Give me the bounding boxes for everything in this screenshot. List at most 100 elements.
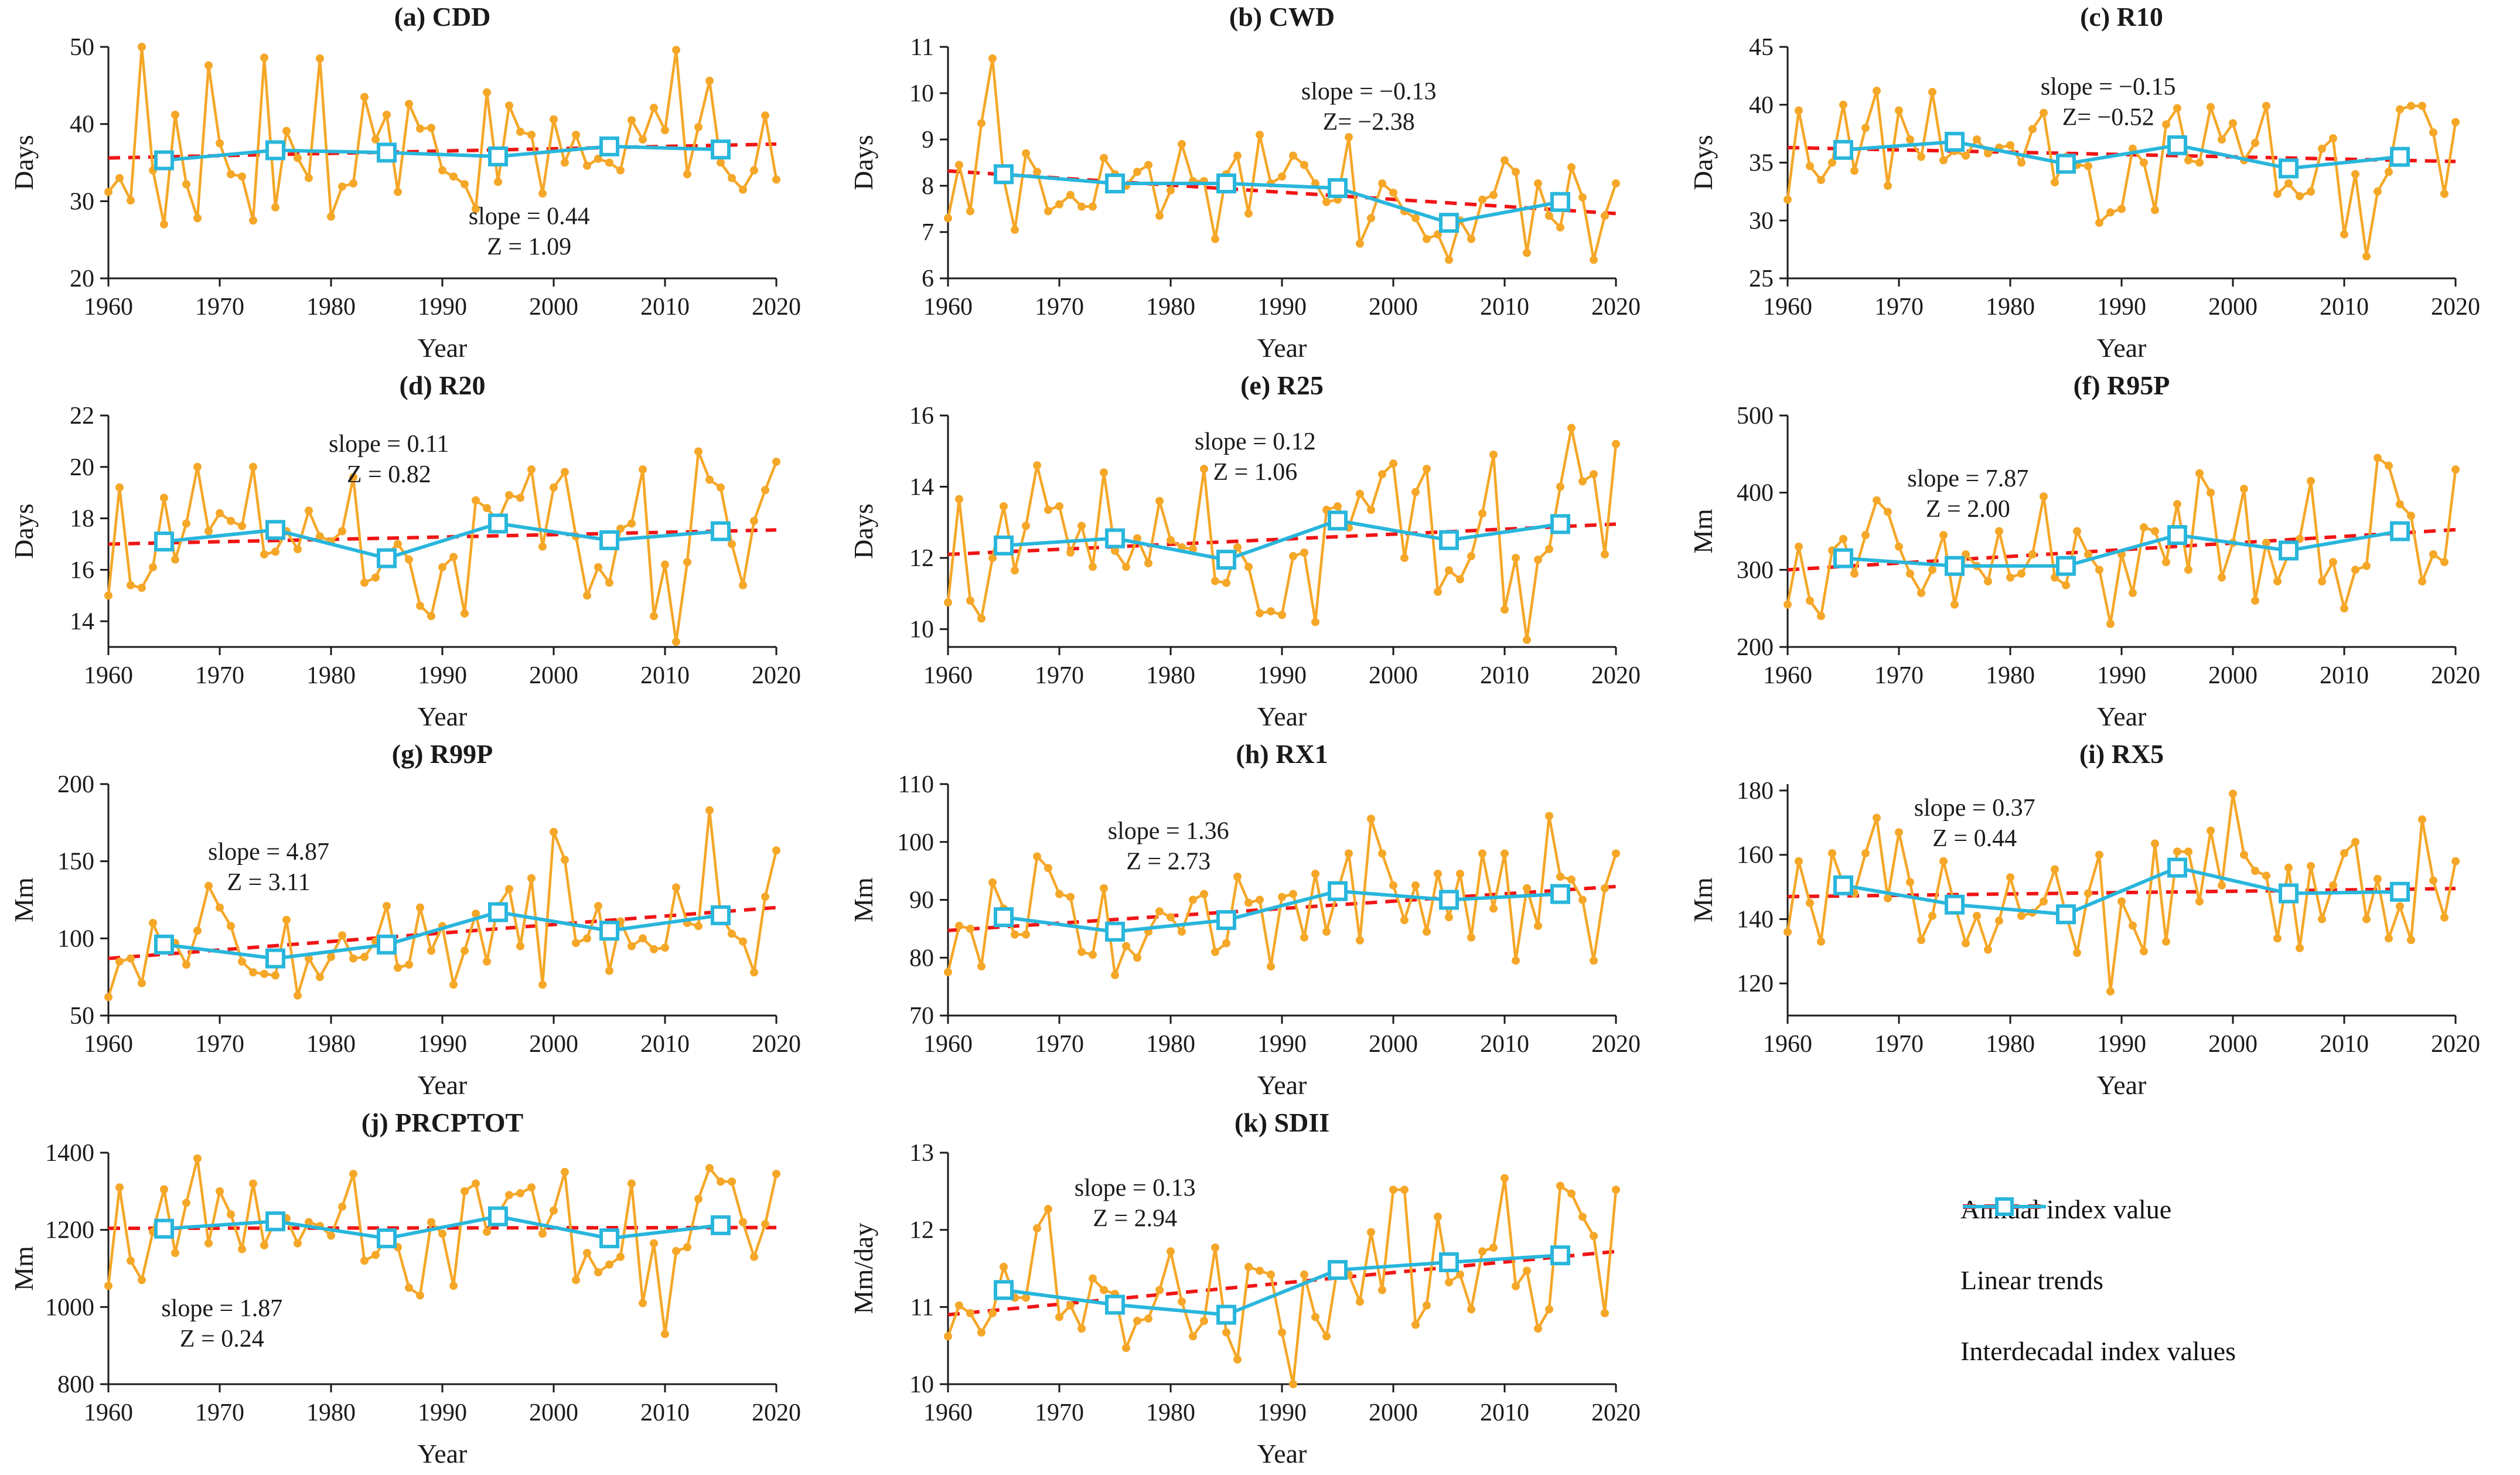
annual-point	[1873, 496, 1881, 505]
annual-point	[717, 1177, 725, 1186]
annual-point	[1233, 1355, 1242, 1364]
interdecadal-marker	[2056, 904, 2076, 925]
annual-point	[316, 973, 324, 982]
y-axis-label: Mm	[9, 877, 39, 922]
interdecadal-marker	[1550, 884, 1570, 904]
annual-point	[204, 881, 213, 890]
annual-point	[1478, 849, 1486, 858]
annual-point	[628, 942, 636, 951]
x-tick-label: 2000	[1369, 662, 1418, 689]
interdecadal-marker	[994, 1280, 1014, 1300]
x-tick-label: 2000	[2208, 662, 2258, 689]
x-tick-label: 1990	[1257, 294, 1307, 321]
y-tick-label: 45	[1749, 34, 1774, 61]
annual-point	[1122, 563, 1130, 571]
annual-point	[1873, 813, 1881, 822]
annual-point	[2396, 105, 2404, 114]
annual-point	[449, 172, 458, 181]
annual-point	[405, 960, 413, 969]
annual-point	[1612, 849, 1620, 858]
interdecadal-marker	[1550, 514, 1570, 534]
annual-point	[2151, 206, 2159, 214]
chart-f: 200 300 400 500 1960 1970 1980 1990 2000 2010 2020…	[1688, 370, 2480, 731]
annual-point	[1489, 450, 1498, 459]
annual-point	[1489, 1243, 1498, 1252]
annual-point	[561, 468, 569, 476]
annual-point	[1601, 1309, 1609, 1317]
x-tick-label: 1960	[84, 1399, 133, 1426]
interdecadal-marker	[994, 535, 1014, 556]
annual-point	[193, 214, 202, 223]
legend: Annual index value Linear trends Interde…	[1960, 1194, 2236, 1367]
panel-title: (i) RX5	[2079, 739, 2164, 769]
annual-point	[2251, 138, 2259, 147]
annual-point	[717, 158, 725, 167]
z-annotation: Z= −0.52	[2062, 104, 2154, 131]
annual-point	[305, 1218, 313, 1227]
annual-point	[583, 591, 591, 600]
annual-point	[1144, 559, 1152, 568]
linear-trend-line	[947, 884, 1617, 932]
interdecadal-marker	[1439, 890, 1459, 910]
annual-point	[104, 591, 112, 600]
annual-point	[1066, 548, 1075, 557]
annual-point	[572, 939, 580, 948]
annual-point	[2129, 921, 2137, 930]
x-tick-label: 1990	[2097, 1031, 2146, 1058]
chart-a: 20 30 40 50 1960 1970 1980 1990 2000 2010 2020 (a) …	[9, 2, 801, 363]
annual-point	[2418, 577, 2426, 586]
x-tick-label: 2020	[752, 294, 801, 321]
annual-point	[561, 856, 569, 864]
annual-point	[1055, 200, 1063, 209]
annual-point	[1400, 1186, 1409, 1194]
annual-point	[438, 563, 446, 571]
z-annotation: Z = 0.44	[1932, 825, 2017, 852]
panel-title: (g) R99P	[392, 739, 493, 769]
annual-point	[461, 946, 469, 955]
annual-point	[1411, 488, 1420, 496]
annual-point	[1456, 1270, 1464, 1279]
annual-point	[2095, 850, 2103, 859]
annual-point	[171, 555, 179, 564]
annual-point	[1434, 587, 1442, 596]
annual-point	[149, 563, 157, 571]
annual-point	[171, 110, 179, 119]
annual-point	[1545, 544, 1553, 553]
x-tick-label: 1990	[418, 662, 467, 689]
x-tick-label: 1970	[1874, 662, 1924, 689]
annual-point	[2028, 550, 2037, 558]
annual-point	[1044, 207, 1052, 216]
x-tick-label: 2020	[1591, 1031, 1641, 1058]
annual-point	[1378, 179, 1386, 188]
annual-point	[650, 612, 658, 621]
annual-point	[2106, 619, 2115, 628]
annual-point	[371, 135, 380, 144]
z-annotation: Z = 1.09	[487, 234, 571, 261]
annual-point	[1906, 569, 1914, 578]
annual-point	[944, 968, 952, 976]
annual-point	[1211, 1243, 1219, 1252]
panel-title: (h) RX1	[1236, 739, 1328, 769]
annual-point	[550, 115, 558, 124]
annual-point	[1817, 937, 1825, 946]
annual-point	[2028, 125, 2037, 134]
y-tick-label: 160	[1737, 842, 1774, 869]
x-tick-label: 1990	[1257, 1399, 1307, 1426]
annual-point	[1501, 156, 1509, 165]
annual-point	[2051, 178, 2059, 187]
x-axis-label: Year	[1257, 1070, 1307, 1100]
annual-point	[1378, 849, 1386, 858]
chart-e: 10 12 14 16 1960 1970 1980 1990 2000 2010 2020 (e) …	[848, 370, 1641, 731]
interdecadal-line	[1003, 1253, 1561, 1317]
annual-point	[1222, 578, 1230, 587]
panel-r20: 14 16 18 20 22 1960 1970 1980 1990 2000 2010 2020 (d…	[0, 369, 840, 737]
interdecadal-marker	[2279, 158, 2299, 179]
y-tick-label: 50	[70, 34, 94, 61]
annual-point	[1590, 956, 1598, 965]
interdecadal-marker	[1328, 510, 1348, 531]
z-annotation: Z = 2.94	[1093, 1205, 1177, 1232]
annual-point	[1973, 135, 1981, 144]
interdecadal-marker	[711, 905, 731, 925]
annual-point	[2195, 469, 2204, 478]
annual-point	[683, 1243, 691, 1252]
